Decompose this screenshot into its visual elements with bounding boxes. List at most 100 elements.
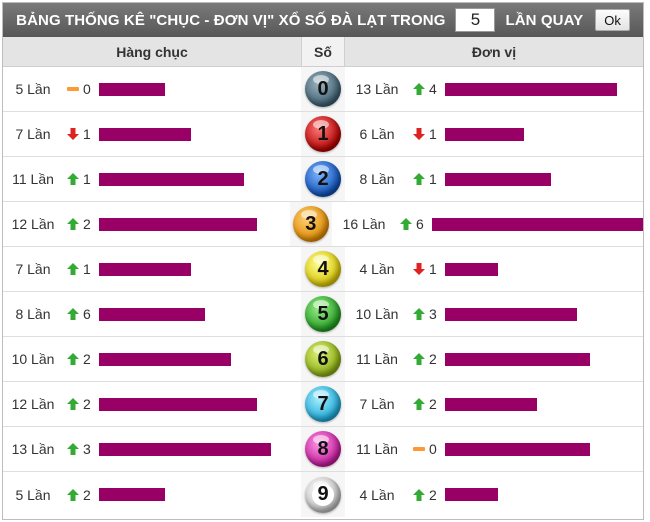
units-delta: 3 — [429, 306, 437, 322]
digit-cell: 9 — [301, 472, 345, 517]
digit-cell: 1 — [301, 112, 345, 156]
arrow-up-icon — [63, 352, 83, 366]
units-delta: 6 — [416, 216, 424, 232]
arrow-up-icon — [409, 397, 429, 411]
units-times: 13 Lần — [355, 81, 399, 97]
tens-bar — [99, 442, 271, 456]
units-times: 11 Lần — [356, 351, 398, 367]
digit-ball-icon: 4 — [305, 251, 341, 287]
tens-cell: 11 Lần 1 — [3, 157, 301, 201]
tens-cell: 12 Lần 2 — [3, 382, 301, 426]
arrow-up-icon — [63, 262, 83, 276]
units-bar — [432, 217, 643, 231]
tens-times: 10 Lần — [11, 351, 55, 367]
tens-delta: 6 — [83, 306, 91, 322]
arrow-up-icon — [63, 307, 83, 321]
tens-times: 12 Lần — [11, 396, 55, 412]
table-header: Hàng chục Số Đơn vị — [3, 37, 643, 67]
tens-delta: 1 — [83, 261, 91, 277]
tens-bar — [99, 172, 244, 186]
digit-ball-icon: 2 — [305, 161, 341, 197]
table-row: 7 Lần 1 1 6 Lần 1 — [3, 112, 643, 157]
tens-cell: 10 Lần 2 — [3, 337, 301, 381]
units-cell: 4 Lần 1 — [345, 247, 643, 291]
units-cell: 8 Lần 1 — [345, 157, 643, 201]
units-delta: 1 — [429, 171, 437, 187]
arrow-up-icon — [409, 488, 429, 502]
tens-times: 7 Lần — [15, 126, 51, 142]
units-times: 10 Lần — [355, 306, 399, 322]
tens-cell: 13 Lần 3 — [3, 427, 301, 471]
tens-delta: 2 — [83, 216, 91, 232]
digit-number: 9 — [312, 483, 334, 506]
digit-ball-icon: 9 — [305, 476, 341, 513]
digit-ball-icon: 1 — [305, 116, 341, 152]
digit-number: 8 — [317, 437, 329, 460]
units-bar — [445, 172, 551, 186]
tens-bar — [99, 127, 191, 141]
units-cell: 16 Lần 6 — [332, 202, 643, 246]
digit-number: 4 — [317, 257, 329, 280]
units-bar — [445, 262, 498, 276]
tens-cell: 8 Lần 6 — [3, 292, 301, 336]
tens-cell: 7 Lần 1 — [3, 112, 301, 156]
units-times: 11 Lần — [356, 441, 398, 457]
digit-number: 5 — [317, 302, 329, 325]
tens-delta: 2 — [83, 351, 91, 367]
units-cell: 6 Lần 1 — [345, 112, 643, 156]
tens-bar — [99, 82, 165, 96]
digit-cell: 7 — [301, 382, 345, 426]
tens-times: 12 Lần — [11, 216, 55, 232]
units-delta: 2 — [429, 351, 437, 367]
ok-button[interactable]: Ok — [595, 9, 630, 31]
units-bar — [445, 442, 590, 456]
tens-times: 5 Lần — [15, 486, 51, 503]
tens-times: 5 Lần — [15, 81, 51, 97]
arrow-up-icon — [409, 352, 429, 366]
tens-bar — [99, 488, 165, 501]
tens-delta: 0 — [83, 81, 91, 97]
tens-bar — [99, 397, 257, 411]
digit-number: 1 — [317, 122, 329, 145]
header-tens: Hàng chục — [116, 43, 188, 60]
digit-number: 7 — [317, 392, 329, 415]
tens-bar — [99, 217, 257, 231]
title-suffix: LẦN QUAY — [505, 11, 584, 29]
units-cell: 11 Lần 2 — [345, 337, 643, 381]
table-row: 13 Lần 3 8 11 Lần 0 — [3, 427, 643, 472]
arrow-up-icon — [63, 172, 83, 186]
units-delta: 4 — [429, 81, 437, 97]
units-bar — [445, 307, 577, 321]
digit-cell: 2 — [301, 157, 345, 201]
arrow-down-icon — [409, 127, 429, 141]
tens-bar — [99, 352, 231, 366]
header-digit: Số — [301, 37, 345, 66]
tens-cell: 7 Lần 1 — [3, 247, 301, 291]
table-row: 12 Lần 2 7 7 Lần 2 — [3, 382, 643, 427]
units-cell: 4 Lần 2 — [345, 472, 643, 517]
tens-times: 7 Lần — [15, 261, 51, 277]
table-row: 10 Lần 2 6 11 Lần 2 — [3, 337, 643, 382]
table-row: 8 Lần 6 5 10 Lần 3 — [3, 292, 643, 337]
title-prefix: BẢNG THỐNG KÊ "CHỤC - ĐƠN VỊ" XỔ SỐ ĐÀ L… — [16, 11, 446, 29]
units-bar — [445, 488, 498, 501]
units-times: 7 Lần — [359, 396, 395, 412]
digit-ball-icon: 0 — [305, 71, 341, 107]
table-row: 5 Lần 0 0 13 Lần 4 — [3, 67, 643, 112]
tens-delta: 2 — [83, 486, 91, 503]
units-bar — [445, 397, 537, 411]
dash-icon — [63, 82, 83, 96]
units-delta: 1 — [429, 126, 437, 142]
digit-ball-icon: 3 — [292, 206, 329, 242]
header-units: Đơn vị — [471, 43, 517, 60]
arrow-down-icon — [63, 127, 83, 141]
tens-delta: 3 — [83, 441, 91, 457]
digit-number: 6 — [317, 347, 329, 370]
arrow-up-icon — [63, 442, 83, 456]
draw-count-input[interactable] — [455, 8, 496, 32]
tens-cell: 5 Lần 0 — [3, 67, 301, 111]
digit-number: 0 — [317, 77, 329, 100]
digit-cell: 3 — [289, 202, 332, 246]
digit-number: 2 — [317, 167, 329, 190]
